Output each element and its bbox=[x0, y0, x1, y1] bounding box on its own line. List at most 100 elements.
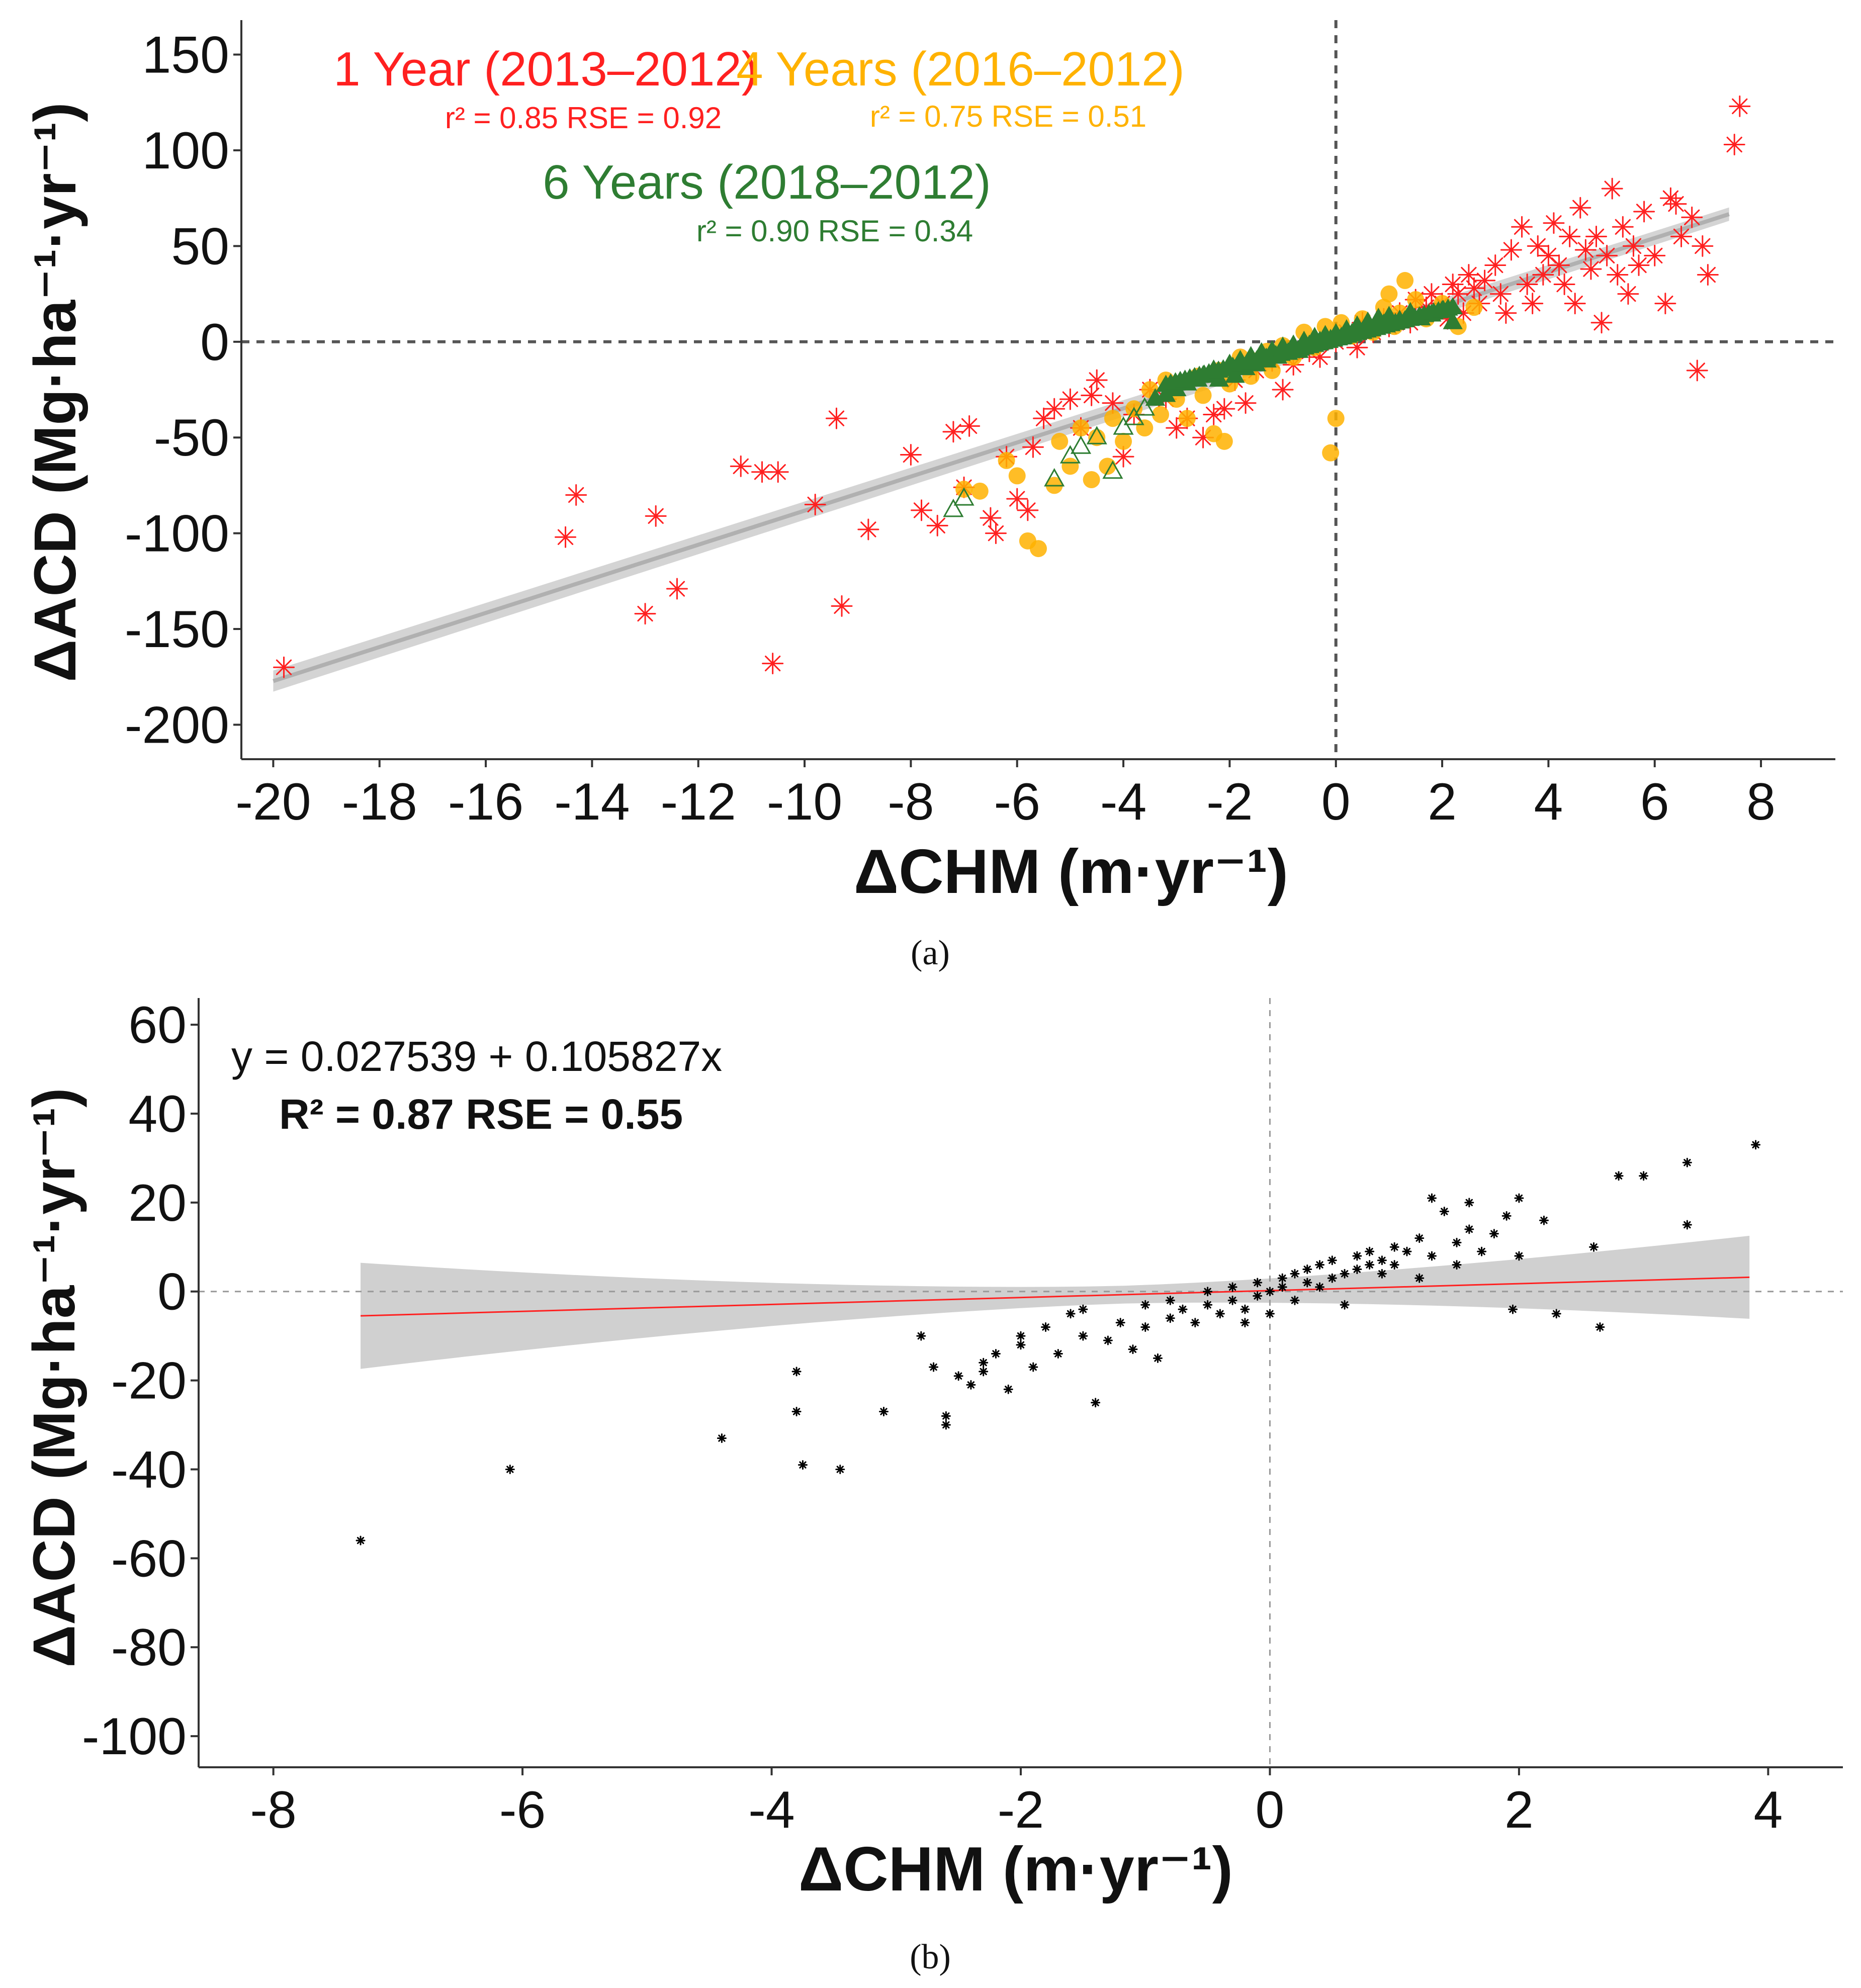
data-point bbox=[1277, 1273, 1287, 1283]
x-tick-label: 0 bbox=[1256, 1781, 1285, 1839]
point-4-years bbox=[1322, 444, 1340, 462]
data-point bbox=[979, 1358, 989, 1368]
data-point bbox=[1508, 1304, 1518, 1314]
y-tick-label: -20 bbox=[111, 1352, 187, 1410]
data-point bbox=[1340, 1269, 1350, 1279]
data-point bbox=[929, 1362, 939, 1372]
point-1-year bbox=[1644, 244, 1666, 266]
data-point bbox=[797, 1460, 808, 1470]
point-1-year bbox=[1607, 264, 1629, 286]
data-point bbox=[1265, 1309, 1275, 1319]
y-tick-label: 50 bbox=[171, 217, 229, 276]
point-1-year bbox=[900, 443, 922, 466]
point-1-year bbox=[804, 493, 826, 515]
data-point bbox=[1751, 1140, 1761, 1150]
point-1-year bbox=[1474, 269, 1496, 292]
data-point bbox=[941, 1411, 951, 1421]
data-point bbox=[1327, 1273, 1337, 1283]
y-tick-label: -80 bbox=[111, 1618, 187, 1677]
point-1-year bbox=[1622, 235, 1644, 257]
y-tick-label: 20 bbox=[128, 1174, 187, 1232]
data-point bbox=[1178, 1304, 1188, 1314]
scatter-points-a bbox=[273, 95, 1751, 678]
x-axis-title-a: ΔCHM (m·yr⁻¹) bbox=[854, 837, 1288, 907]
regression-equation: y = 0.027539 + 0.105827x bbox=[231, 1033, 722, 1080]
reference-lines-b bbox=[199, 998, 1843, 1767]
point-1-year bbox=[645, 505, 667, 527]
data-point bbox=[1551, 1309, 1561, 1319]
x-tick-label: -20 bbox=[235, 773, 311, 831]
data-point bbox=[1439, 1207, 1449, 1217]
x-tick-label: 4 bbox=[1534, 773, 1563, 831]
data-point bbox=[1302, 1278, 1312, 1288]
data-point bbox=[1302, 1264, 1312, 1274]
point-1-year bbox=[767, 461, 789, 483]
point-1-year bbox=[926, 514, 948, 536]
x-tick-label: -10 bbox=[767, 773, 842, 831]
data-point bbox=[1240, 1304, 1250, 1314]
x-tick-label: -6 bbox=[499, 1781, 546, 1839]
x-tick-label: -14 bbox=[554, 773, 630, 831]
point-1-year bbox=[751, 461, 773, 483]
data-point bbox=[916, 1331, 926, 1341]
point-1-year bbox=[1511, 216, 1533, 238]
data-point bbox=[941, 1420, 951, 1430]
x-tick-label: -8 bbox=[250, 1781, 296, 1839]
point-1-year bbox=[1213, 398, 1235, 420]
point-1-year bbox=[273, 656, 295, 678]
point-1-year bbox=[1484, 254, 1506, 276]
point-1-year bbox=[1086, 369, 1108, 391]
data-point bbox=[505, 1464, 515, 1474]
data-point bbox=[1639, 1171, 1649, 1181]
legend-series-3-stats: r² = 0.90 RSE = 0.34 bbox=[696, 214, 973, 248]
data-point bbox=[717, 1433, 727, 1443]
data-point bbox=[1340, 1300, 1350, 1310]
panel-label-a: (a) bbox=[911, 934, 950, 972]
point-4-years bbox=[1008, 467, 1026, 485]
y-tick-label: 40 bbox=[128, 1085, 187, 1143]
point-1-year bbox=[1463, 277, 1485, 299]
data-point bbox=[1427, 1251, 1437, 1261]
data-point bbox=[979, 1367, 989, 1377]
point-1-year bbox=[1522, 293, 1544, 315]
point-4-years bbox=[1215, 432, 1233, 450]
data-point bbox=[1128, 1344, 1138, 1354]
point-1-year bbox=[985, 522, 1007, 545]
point-1-year bbox=[1569, 197, 1591, 219]
data-point bbox=[1016, 1331, 1026, 1341]
x-tick-label: 2 bbox=[1428, 773, 1457, 831]
data-point bbox=[1427, 1193, 1437, 1203]
confidence-band bbox=[361, 1235, 1750, 1369]
point-1-year bbox=[1532, 264, 1554, 286]
data-point bbox=[1016, 1340, 1026, 1350]
data-point bbox=[1041, 1322, 1051, 1332]
point-1-year bbox=[1580, 258, 1602, 280]
y-tick-label: 100 bbox=[142, 122, 229, 180]
data-point bbox=[1614, 1171, 1624, 1181]
data-point bbox=[1595, 1322, 1605, 1332]
point-1-year bbox=[1022, 436, 1044, 458]
point-1-year bbox=[831, 595, 853, 617]
point-1-year bbox=[1633, 201, 1655, 223]
point-1-year bbox=[911, 499, 933, 521]
data-point bbox=[1203, 1300, 1213, 1310]
data-point bbox=[1327, 1255, 1337, 1266]
data-point bbox=[1140, 1322, 1150, 1332]
point-4-years bbox=[1178, 410, 1196, 427]
point-1-year bbox=[1559, 225, 1581, 247]
x-tick-label: -2 bbox=[998, 1781, 1044, 1839]
x-tick-label: -8 bbox=[888, 773, 934, 831]
data-point bbox=[835, 1464, 845, 1474]
y-tick-label: -150 bbox=[125, 600, 229, 659]
point-6-years bbox=[1086, 426, 1107, 444]
point-1-year bbox=[1059, 388, 1081, 410]
data-point bbox=[1477, 1246, 1487, 1256]
data-point bbox=[1389, 1260, 1399, 1270]
data-point bbox=[1377, 1255, 1387, 1266]
point-4-years bbox=[1030, 540, 1047, 558]
confidence-band-b bbox=[361, 1235, 1750, 1369]
y-tick-labels-a: 150 100 50 0 -50 -100 -150 -200 bbox=[125, 26, 229, 755]
data-point bbox=[1414, 1233, 1425, 1243]
